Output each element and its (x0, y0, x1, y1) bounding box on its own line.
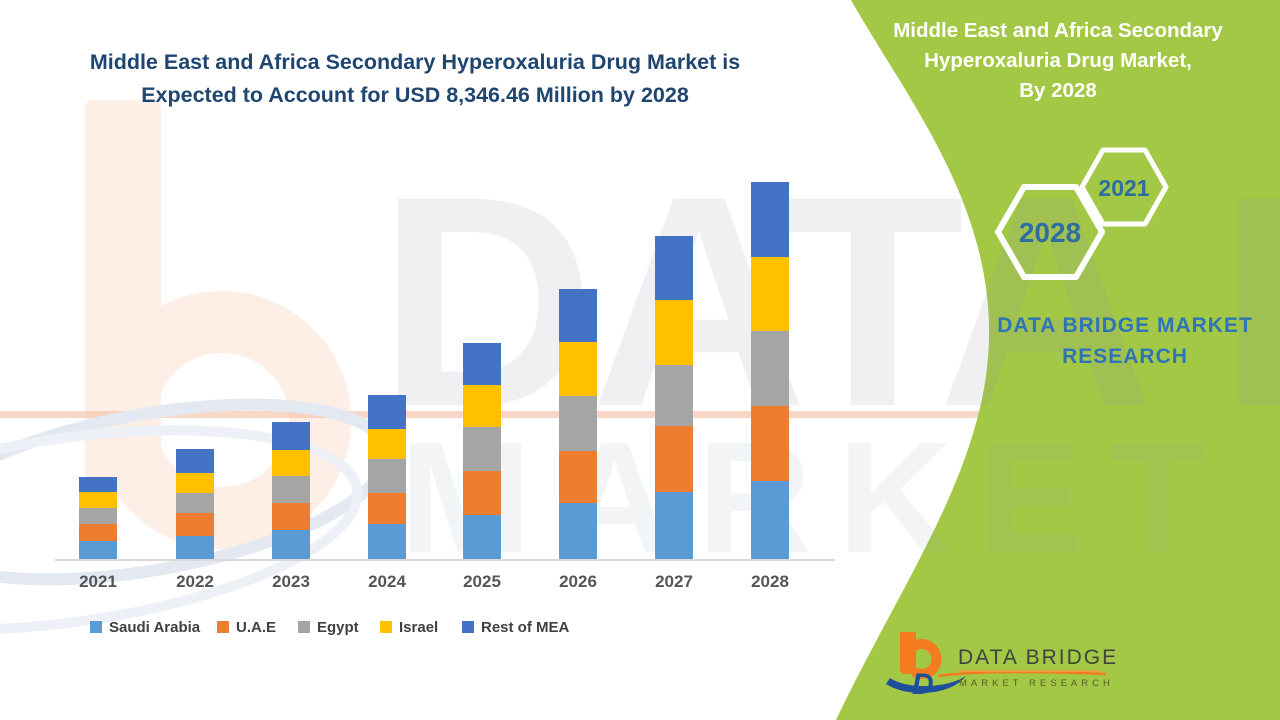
legend-item-israel: Israel (380, 618, 438, 636)
bar-segment-saudi-arabia-2022 (176, 536, 214, 559)
bar-segment-u-a-e-2023 (272, 503, 310, 530)
bar-column-2023 (272, 422, 310, 559)
legend-swatch-icon (217, 621, 229, 633)
bar-column-2027 (655, 236, 693, 559)
x-axis-label-2026: 2026 (559, 572, 597, 591)
bar-segment-rest-of-mea-2022 (176, 449, 214, 473)
bar-segment-egypt-2023 (272, 476, 310, 503)
footer-logo-subtitle: MARKET RESEARCH (959, 678, 1114, 689)
legend-swatch-icon (90, 621, 102, 633)
hexagon-2028-label: 2028 (1019, 217, 1081, 248)
bar-segment-rest-of-mea-2023 (272, 422, 310, 450)
panel-title-line2: Hyperoxaluria Drug Market, (924, 49, 1192, 72)
bar-segment-saudi-arabia-2028 (751, 481, 789, 559)
bar-segment-u-a-e-2024 (368, 493, 406, 524)
x-axis-label-2025: 2025 (463, 572, 501, 591)
bar-segment-israel-2024 (368, 429, 406, 459)
bar-segment-egypt-2021 (79, 508, 117, 524)
chart-title-line2: Expected to Account for USD 8,346.46 Mil… (141, 83, 689, 107)
bar-segment-israel-2028 (751, 257, 789, 331)
bar-segment-u-a-e-2028 (751, 406, 789, 481)
bar-column-2021 (79, 477, 117, 559)
legend-swatch-icon (462, 621, 474, 633)
bar-segment-u-a-e-2022 (176, 513, 214, 536)
bar-segment-u-a-e-2025 (463, 471, 501, 515)
x-axis-label-2027: 2027 (655, 572, 693, 591)
bar-segment-egypt-2022 (176, 493, 214, 513)
bar-column-2022 (176, 449, 214, 559)
bar-column-2026 (559, 289, 597, 559)
bar-segment-rest-of-mea-2027 (655, 236, 693, 300)
plot-area (55, 168, 835, 561)
bar-column-2028 (751, 182, 789, 559)
hexagon-2021 (1079, 147, 1169, 227)
x-axis-label-2028: 2028 (751, 572, 789, 591)
brand-text-line1: DATA BRIDGE MARKET (997, 314, 1253, 337)
bar-segment-israel-2025 (463, 385, 501, 427)
x-axis-label-2021: 2021 (79, 572, 117, 591)
bar-segment-egypt-2026 (559, 396, 597, 451)
legend-swatch-icon (298, 621, 310, 633)
footer-logo: D DATA BRIDGE MARKET RESEARCH (886, 632, 1118, 701)
x-axis-line (55, 559, 835, 561)
bar-segment-israel-2026 (559, 342, 597, 396)
bar-segment-rest-of-mea-2028 (751, 182, 789, 257)
bar-segment-israel-2023 (272, 450, 310, 476)
legend-item-saudi-arabia: Saudi Arabia (90, 618, 200, 636)
x-axis-label-2024: 2024 (368, 572, 406, 591)
hexagon-2028 (995, 184, 1105, 280)
bar-column-2024 (368, 395, 406, 559)
brand-text: DATA BRIDGE MARKET RESEARCH (955, 310, 1280, 372)
bar-segment-saudi-arabia-2023 (272, 530, 310, 559)
bar-segment-rest-of-mea-2025 (463, 343, 501, 385)
chart-title: Middle East and Africa Secondary Hyperox… (55, 46, 775, 112)
bar-segment-u-a-e-2026 (559, 451, 597, 503)
legend-label: Egypt (317, 618, 359, 636)
bar-segment-israel-2022 (176, 473, 214, 493)
bar-segment-egypt-2025 (463, 427, 501, 471)
chart-title-line1: Middle East and Africa Secondary Hyperox… (89, 50, 741, 74)
footer-logo-title: DATA BRIDGE (958, 646, 1118, 669)
bar-segment-saudi-arabia-2021 (79, 541, 117, 559)
legend-swatch-icon (380, 621, 392, 633)
svg-text:D: D (912, 668, 934, 701)
legend-label: Israel (399, 618, 439, 636)
panel-title-line3: By 2028 (1019, 79, 1097, 102)
bar-column-2025 (463, 343, 501, 559)
legend-label: Saudi Arabia (109, 618, 201, 636)
bar-segment-saudi-arabia-2026 (559, 503, 597, 559)
bar-segment-rest-of-mea-2024 (368, 395, 406, 429)
bar-segment-saudi-arabia-2025 (463, 515, 501, 559)
legend-label: Rest of MEA (481, 618, 570, 636)
x-axis-label-2022: 2022 (176, 572, 214, 591)
bar-segment-rest-of-mea-2026 (559, 289, 597, 342)
bar-segment-egypt-2028 (751, 331, 789, 406)
bar-segment-israel-2021 (79, 492, 117, 508)
legend-item-egypt: Egypt (298, 618, 359, 636)
legend-label: U.A.E (236, 618, 277, 636)
bar-segment-u-a-e-2027 (655, 426, 693, 492)
bar-segment-u-a-e-2021 (79, 524, 117, 541)
bar-segment-egypt-2027 (655, 365, 693, 426)
bar-segment-israel-2027 (655, 300, 693, 365)
legend-item-u-a-e: U.A.E (217, 618, 276, 636)
data-bridge-logo-glyph: D (886, 632, 1107, 701)
panel-title: Middle East and Africa Secondary Hyperox… (880, 16, 1236, 106)
bar-segment-rest-of-mea-2021 (79, 477, 117, 492)
legend-item-rest-of-mea: Rest of MEA (462, 618, 569, 636)
panel-title-line1: Middle East and Africa Secondary (893, 19, 1223, 42)
bar-segment-saudi-arabia-2024 (368, 524, 406, 559)
hexagon-2021-label: 2021 (1098, 175, 1149, 201)
brand-text-line2: RESEARCH (1062, 345, 1188, 368)
bar-segment-saudi-arabia-2027 (655, 492, 693, 559)
bar-segment-egypt-2024 (368, 459, 406, 493)
x-axis-label-2023: 2023 (272, 572, 310, 591)
